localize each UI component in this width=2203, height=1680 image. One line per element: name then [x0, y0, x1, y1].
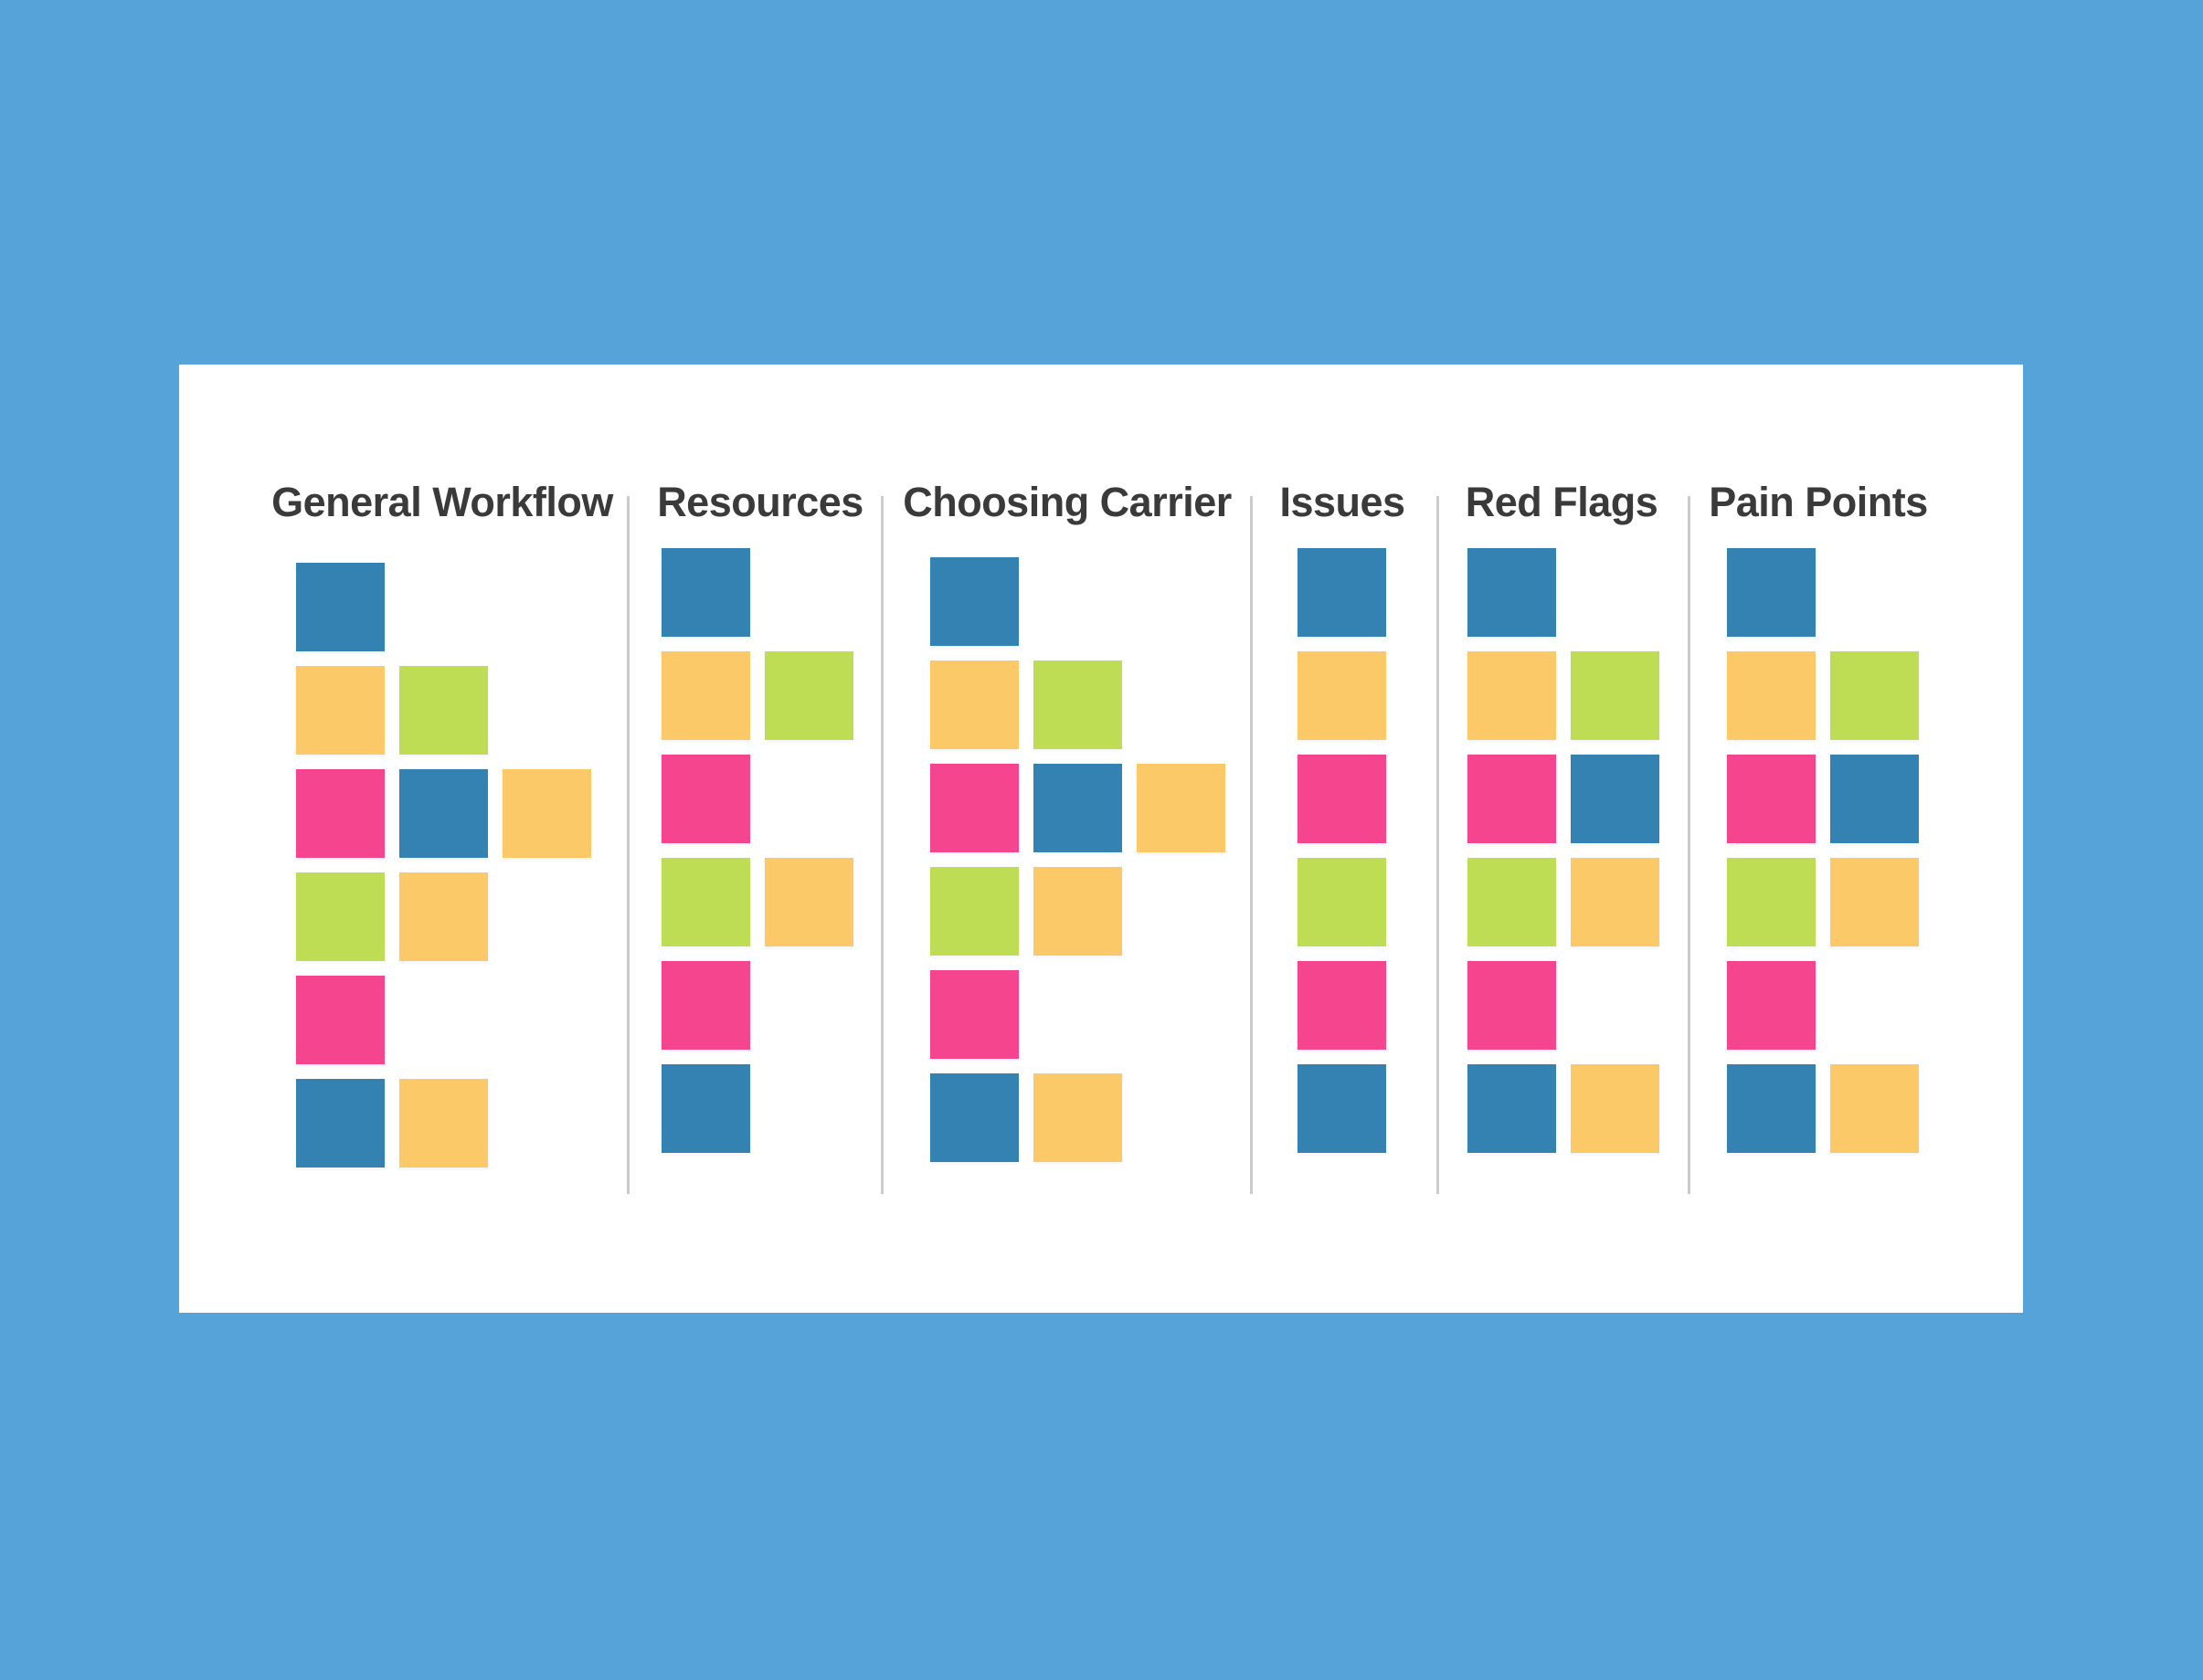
sticky-note-yellow[interactable]	[503, 769, 591, 858]
sticky-note-green[interactable]	[930, 867, 1019, 956]
sticky-note-green[interactable]	[1830, 651, 1919, 740]
sticky-note-yellow[interactable]	[765, 858, 853, 946]
sticky-note-green[interactable]	[1571, 651, 1659, 740]
sticky-note-pink[interactable]	[662, 755, 750, 843]
sticky-note-blue[interactable]	[930, 1073, 1019, 1162]
column-title-red-flags[interactable]: Red Flags	[1465, 479, 1658, 525]
sticky-note-pink[interactable]	[1467, 755, 1556, 843]
column-title-general-workflow[interactable]: General Workflow	[271, 479, 613, 525]
sticky-note-yellow[interactable]	[1571, 1064, 1659, 1153]
sticky-note-yellow[interactable]	[1467, 651, 1556, 740]
sticky-note-green[interactable]	[662, 858, 750, 946]
sticky-note-yellow[interactable]	[1727, 651, 1816, 740]
sticky-note-pink[interactable]	[1727, 961, 1816, 1050]
column-title-choosing-carrier[interactable]: Choosing Carrier	[903, 479, 1232, 525]
column-title-resources[interactable]: Resources	[657, 479, 863, 525]
sticky-note-yellow[interactable]	[296, 666, 385, 755]
sticky-note-pink[interactable]	[296, 976, 385, 1064]
sticky-note-blue[interactable]	[1467, 1064, 1556, 1153]
sticky-note-pink[interactable]	[930, 764, 1019, 852]
sticky-note-blue[interactable]	[930, 557, 1019, 646]
column-divider	[1688, 496, 1690, 1194]
sticky-note-yellow[interactable]	[662, 651, 750, 740]
sticky-note-blue[interactable]	[1571, 755, 1659, 843]
sticky-note-blue[interactable]	[296, 1079, 385, 1168]
sticky-note-blue[interactable]	[1033, 764, 1122, 852]
sticky-note-pink[interactable]	[296, 769, 385, 858]
column-divider	[1250, 496, 1253, 1194]
sticky-note-blue[interactable]	[1467, 548, 1556, 637]
sticky-note-green[interactable]	[1467, 858, 1556, 946]
board-surface: General Workflow Resources Choosing Carr…	[179, 365, 2023, 1313]
sticky-note-green[interactable]	[399, 666, 488, 755]
sticky-note-blue[interactable]	[662, 548, 750, 637]
sticky-note-pink[interactable]	[930, 970, 1019, 1059]
sticky-note-yellow[interactable]	[399, 1079, 488, 1168]
sticky-note-yellow[interactable]	[1137, 764, 1225, 852]
sticky-note-yellow[interactable]	[1297, 651, 1386, 740]
sticky-note-pink[interactable]	[1467, 961, 1556, 1050]
sticky-note-blue[interactable]	[399, 769, 488, 858]
sticky-note-green[interactable]	[1033, 660, 1122, 749]
sticky-note-green[interactable]	[765, 651, 853, 740]
sticky-note-pink[interactable]	[1297, 961, 1386, 1050]
sticky-note-blue[interactable]	[1830, 755, 1919, 843]
sticky-note-yellow[interactable]	[1830, 1064, 1919, 1153]
sticky-note-pink[interactable]	[1727, 755, 1816, 843]
sticky-note-green[interactable]	[296, 872, 385, 961]
sticky-note-blue[interactable]	[1297, 1064, 1386, 1153]
column-divider	[627, 496, 630, 1194]
sticky-note-blue[interactable]	[1727, 1064, 1816, 1153]
sticky-note-pink[interactable]	[662, 961, 750, 1050]
sticky-note-yellow[interactable]	[930, 660, 1019, 749]
column-title-issues[interactable]: Issues	[1279, 479, 1405, 525]
sticky-note-blue[interactable]	[296, 563, 385, 651]
sticky-note-yellow[interactable]	[1571, 858, 1659, 946]
sticky-note-blue[interactable]	[662, 1064, 750, 1153]
sticky-note-yellow[interactable]	[1033, 1073, 1122, 1162]
sticky-note-yellow[interactable]	[1033, 867, 1122, 956]
sticky-note-yellow[interactable]	[399, 872, 488, 961]
sticky-note-blue[interactable]	[1297, 548, 1386, 637]
column-divider	[881, 496, 884, 1194]
sticky-note-blue[interactable]	[1727, 548, 1816, 637]
column-title-pain-points[interactable]: Pain Points	[1709, 479, 1928, 525]
column-divider	[1436, 496, 1439, 1194]
sticky-note-green[interactable]	[1297, 858, 1386, 946]
sticky-note-pink[interactable]	[1297, 755, 1386, 843]
sticky-note-yellow[interactable]	[1830, 858, 1919, 946]
sticky-note-green[interactable]	[1727, 858, 1816, 946]
